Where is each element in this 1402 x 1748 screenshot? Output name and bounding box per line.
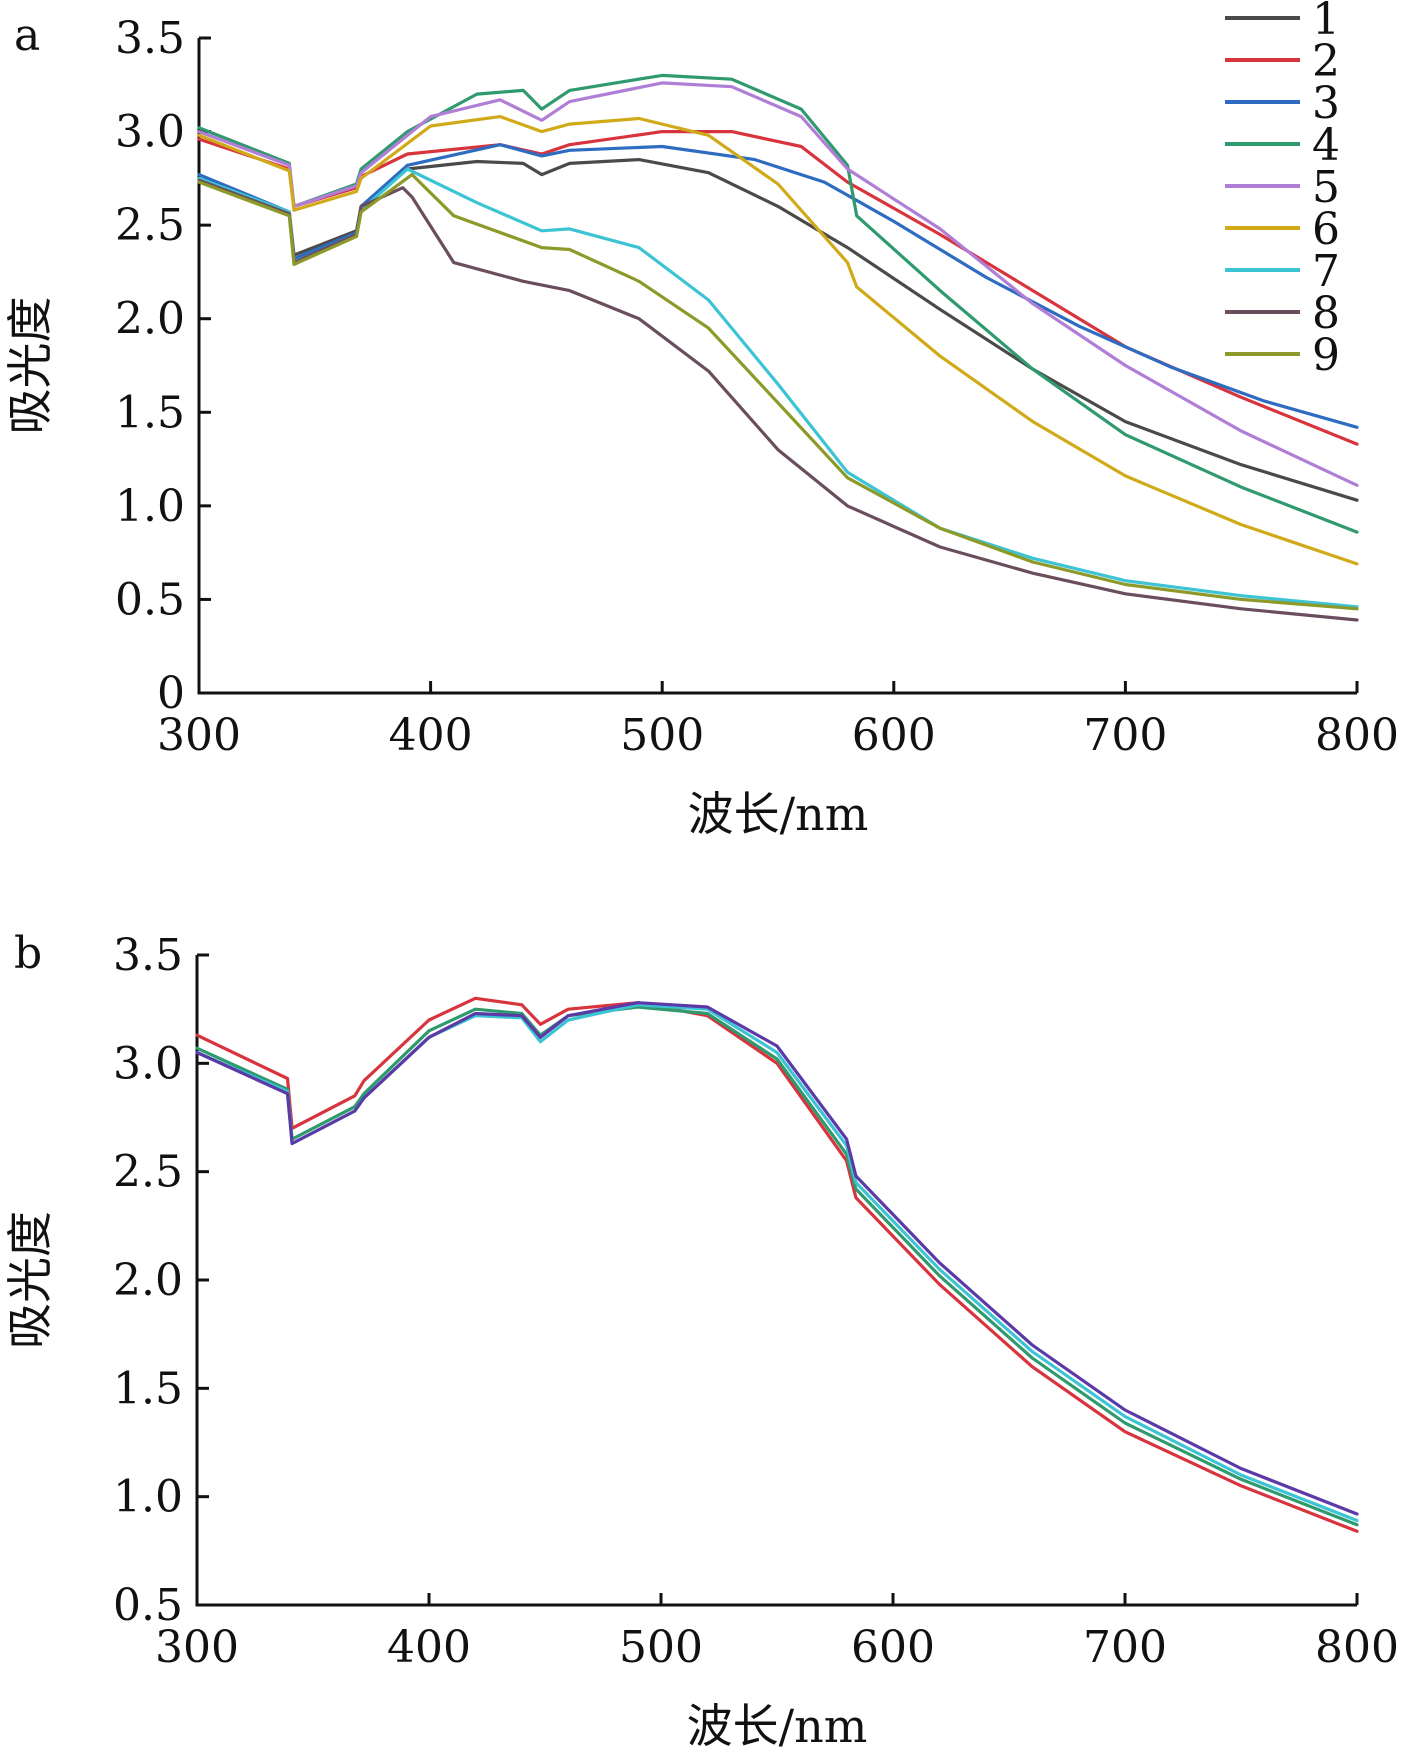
- x-tick-label: 800: [1315, 710, 1399, 761]
- y-tick-label: 0.5: [115, 574, 185, 625]
- legend-label: 7: [1312, 246, 1340, 297]
- legend-label: 6: [1312, 204, 1340, 255]
- y-tick-label: 2.0: [115, 294, 185, 345]
- y-tick-label: 0.5: [113, 1580, 183, 1631]
- chart-panel-b: 0.5 1.0 1.5 2.0 2.5 3.0 3.5 300 400 500 600 700 800 b…: [3, 928, 1399, 1748]
- x-tick-label: 700: [1083, 710, 1167, 761]
- legend-label: 3: [1312, 78, 1340, 129]
- x-tick-label: 300: [157, 710, 241, 761]
- legend-label: 4: [1312, 120, 1340, 171]
- series-line-8: [197, 178, 1359, 622]
- series-line-1: [195, 996, 1359, 1533]
- x-tick-label: 400: [389, 710, 473, 761]
- legend-label: 1: [1312, 0, 1340, 45]
- x-tick-label: 500: [620, 710, 704, 761]
- y-tick-label: 3.5: [113, 930, 183, 981]
- legend-label: 9: [1312, 330, 1340, 381]
- x-tick-label: 600: [852, 710, 936, 761]
- y-tick-label: 2.5: [115, 200, 185, 251]
- legend-label: 5: [1312, 162, 1340, 213]
- series-line-9: [197, 173, 1359, 611]
- series-line-7: [197, 167, 1359, 609]
- y-tick-label: 1.0: [115, 481, 185, 532]
- x-tick-label: 300: [155, 1622, 239, 1673]
- series-line-3: [197, 143, 1359, 429]
- y-tick-label: 3.0: [115, 107, 185, 158]
- series-line-4: [195, 1001, 1359, 1516]
- axes-frame: [197, 38, 1357, 695]
- y-tick-label: 0: [157, 668, 185, 719]
- x-axis-label: 波长/nm: [688, 787, 869, 841]
- y-axis-label: 吸光度: [3, 297, 57, 435]
- series-line-4: [197, 73, 1359, 534]
- y-tick-label: 2.0: [113, 1255, 183, 1306]
- y-tick-label: 1.5: [115, 387, 185, 438]
- chart-panel-a: 0 0.5 1.0 1.5 2.0 2.5 3.0 3.5 300 400 500 600 700 800…: [3, 0, 1399, 841]
- x-tick-label: 500: [619, 1622, 703, 1673]
- y-axis-label: 吸光度: [3, 1211, 57, 1349]
- x-tick-label: 700: [1083, 1622, 1167, 1673]
- series-line-5: [197, 81, 1359, 487]
- y-tick-label: 1.0: [113, 1472, 183, 1523]
- x-tick-label: 400: [387, 1622, 471, 1673]
- y-tick-label: 3.5: [115, 13, 185, 64]
- legend-label: 8: [1312, 288, 1340, 339]
- series-line-6: [197, 115, 1359, 566]
- y-tick-label: 3.0: [113, 1038, 183, 1089]
- x-tick-label: 800: [1315, 1622, 1399, 1673]
- series-line-3: [195, 1003, 1359, 1523]
- panel-label: a: [14, 10, 40, 61]
- y-tick-label: 2.5: [113, 1147, 183, 1198]
- x-axis-label: 波长/nm: [687, 1699, 868, 1748]
- panel-label: b: [14, 928, 42, 979]
- y-tick-label: 1.5: [113, 1363, 183, 1414]
- x-tick-label: 600: [851, 1622, 935, 1673]
- legend-label: 2: [1312, 36, 1340, 87]
